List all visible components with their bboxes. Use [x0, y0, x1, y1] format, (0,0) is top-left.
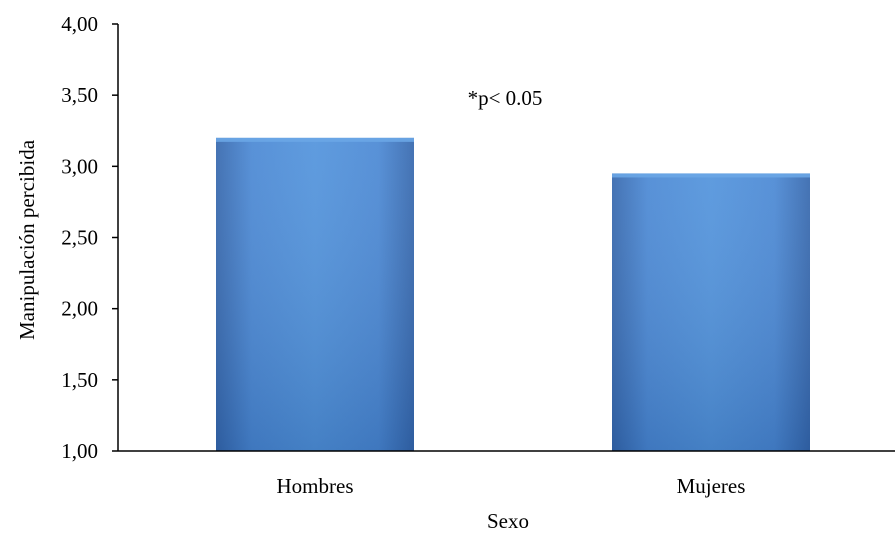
y-tick-label: 2,00: [61, 297, 98, 321]
x-tick-label: Hombres: [277, 474, 354, 498]
y-axis-title: Manipulación percibida: [15, 139, 39, 340]
bar-top-highlight-mujeres: [612, 173, 810, 178]
bars-layer: [216, 137, 810, 451]
bar-shade-mujeres: [612, 173, 810, 451]
x-axis-title: Sexo: [487, 509, 529, 533]
axes-layer: [112, 23, 895, 452]
y-tick-label: 1,00: [61, 439, 98, 463]
y-tick-label: 1,50: [61, 368, 98, 392]
labels-layer: 1,00 1,50 2,00 2,50 3,00 3,50 4,00 Hombres Mujer…: [15, 12, 745, 533]
y-tick-label: 3,50: [61, 83, 98, 107]
y-tick-label: 3,00: [61, 154, 98, 178]
x-tick-label: Mujeres: [677, 474, 746, 498]
y-tick-label: 4,00: [61, 12, 98, 36]
significance-annotation: *p< 0.05: [468, 86, 543, 110]
bar-top-highlight-hombres: [216, 137, 414, 142]
bar-shade-hombres: [216, 137, 414, 451]
y-tick-label: 2,50: [61, 226, 98, 250]
